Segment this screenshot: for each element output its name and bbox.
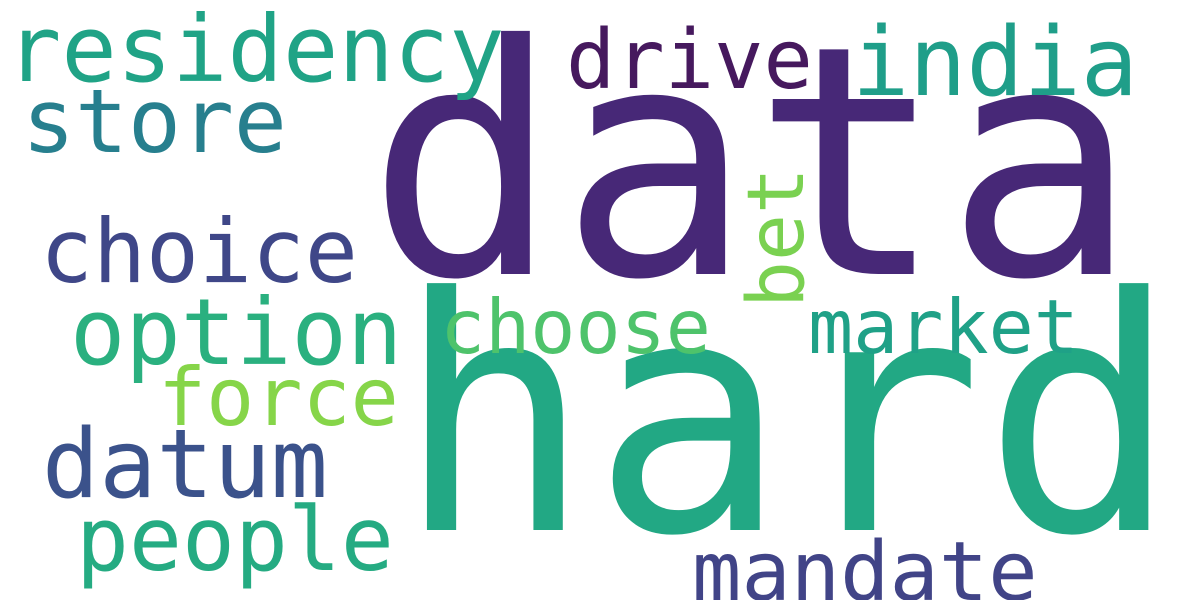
word-market: market [808, 283, 1079, 371]
word-option: option [70, 279, 403, 386]
word-hard: hard [396, 228, 1179, 600]
word-mandate: mandate [692, 525, 1038, 600]
word-force: force [158, 351, 399, 444]
word-choice: choice [40, 200, 358, 303]
word-choose: choose [440, 283, 711, 371]
word-data: data [367, 0, 1138, 350]
word-residency: residency [6, 0, 505, 103]
word-bet: bet [732, 167, 822, 308]
word-drive: drive [566, 13, 813, 108]
word-people: people [76, 488, 394, 591]
word-india: india [852, 8, 1138, 118]
word-store: store [22, 70, 287, 173]
word-datum: datum [42, 410, 328, 520]
